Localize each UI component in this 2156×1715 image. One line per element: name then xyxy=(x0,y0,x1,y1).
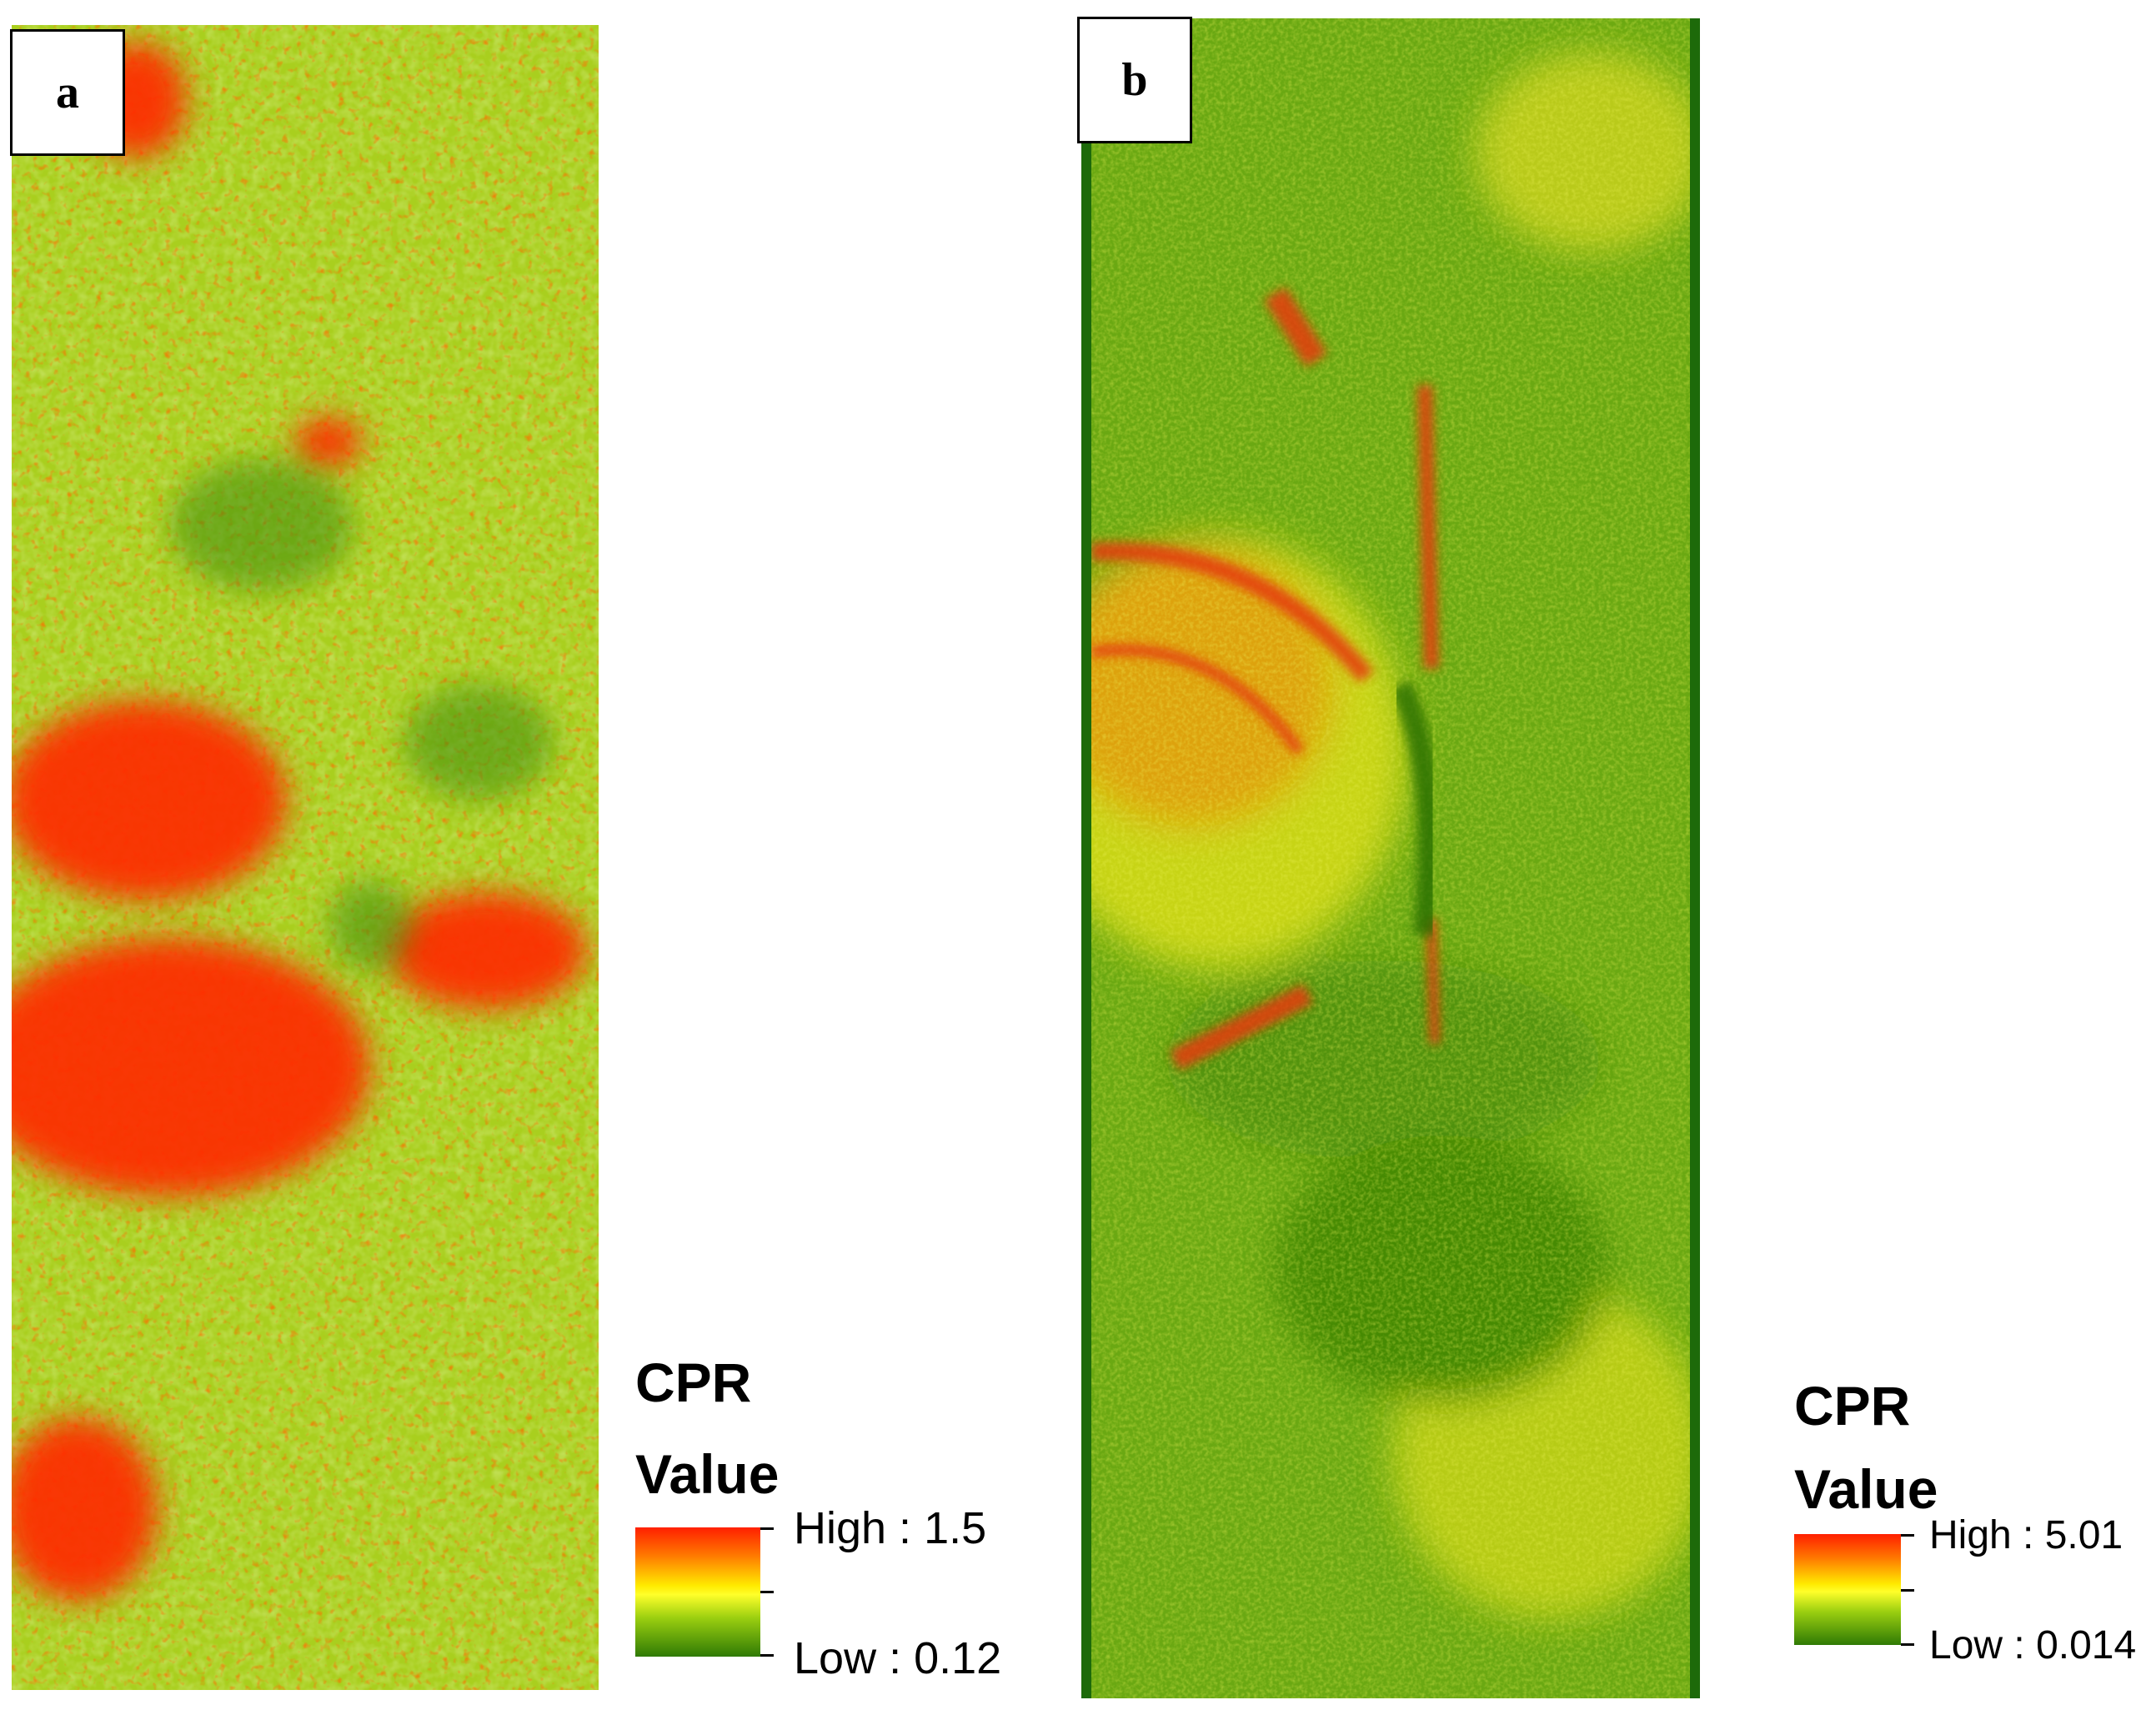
legend-low-label: Low : 0.12 xyxy=(794,1633,1002,1683)
legend-title: CPR xyxy=(635,1351,752,1413)
legend-title: CPR xyxy=(1794,1375,1911,1437)
panel-label-a: a xyxy=(10,29,125,156)
raster-panel-b xyxy=(1081,18,1700,1698)
tick-mid xyxy=(1901,1589,1914,1592)
tick-mid xyxy=(760,1591,774,1593)
color-ramp xyxy=(635,1527,760,1657)
cpr-raster-b xyxy=(1091,18,1690,1698)
panel-label-b: b xyxy=(1077,17,1192,143)
legend-high-label: High : 1.5 xyxy=(794,1503,987,1553)
legend-b: CPR Value High : 5.01 Low : 0.014 xyxy=(1794,1374,2153,1691)
legend-high-label: High : 5.01 xyxy=(1929,1513,2123,1557)
raster-panel-a xyxy=(12,25,599,1690)
legend-field: Value xyxy=(635,1443,780,1505)
legend-a: CPR Value High : 1.5 Low : 0.12 xyxy=(635,1351,1035,1701)
cpr-raster-a xyxy=(12,25,599,1690)
color-ramp xyxy=(1794,1534,1901,1645)
legend-low-label: Low : 0.014 xyxy=(1929,1623,2137,1667)
tick-high xyxy=(760,1527,774,1530)
tick-low xyxy=(760,1654,774,1657)
tick-high xyxy=(1901,1534,1914,1537)
legend-field: Value xyxy=(1794,1458,1938,1520)
tick-low xyxy=(1901,1643,1914,1646)
